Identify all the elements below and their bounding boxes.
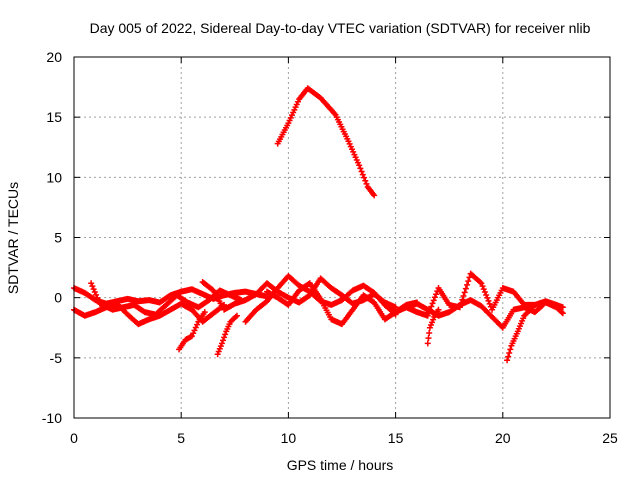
data-point (507, 346, 514, 353)
series-dip-20 (504, 304, 536, 364)
data-point (479, 283, 486, 290)
x-tick-label: 0 (70, 430, 78, 446)
data-point (209, 286, 216, 293)
data-point (425, 335, 432, 342)
x-tick-label: 10 (281, 430, 297, 446)
data-point (95, 297, 102, 304)
data-point (559, 304, 566, 311)
data-point (94, 294, 101, 301)
data-point (506, 350, 513, 357)
series-dip-6.7 (214, 312, 240, 358)
data-point (460, 293, 467, 300)
x-tick-label: 15 (388, 430, 404, 446)
data-point (504, 357, 511, 364)
data-point (88, 280, 95, 287)
y-tick-label: 0 (54, 290, 62, 306)
y-tick-label: 15 (46, 109, 62, 125)
data-points (71, 85, 566, 364)
data-point (529, 304, 536, 311)
data-point (361, 174, 368, 181)
data-point (91, 288, 98, 295)
x-tick-labels: 0 5 10 15 20 25 (70, 430, 618, 446)
x-tick-label: 20 (495, 430, 511, 446)
data-point (359, 171, 366, 178)
series-band-8 (403, 297, 566, 331)
grid-lines (74, 57, 610, 418)
data-point (222, 331, 229, 338)
data-point (433, 291, 440, 298)
data-point (464, 281, 471, 288)
data-point (90, 286, 97, 293)
series-band-6 (263, 280, 421, 328)
data-point (356, 162, 363, 169)
data-point (485, 297, 492, 304)
series-band-5 (242, 273, 399, 325)
data-point (358, 168, 365, 175)
data-point (478, 280, 485, 287)
data-point (362, 177, 369, 184)
data-point (480, 286, 487, 293)
y-tick-label: -5 (50, 350, 63, 366)
data-point (462, 285, 469, 292)
plot-frame (73, 56, 611, 419)
data-point (357, 165, 364, 172)
data-point (221, 334, 228, 341)
series-dip-5 (176, 309, 208, 353)
chart-title: Day 005 of 2022, Sidereal Day-to-day VTE… (90, 20, 591, 36)
data-point (89, 283, 96, 290)
data-point (371, 192, 378, 199)
series-band-2 (71, 300, 228, 328)
y-tick-label: -10 (42, 410, 62, 426)
data-point (483, 291, 490, 298)
data-point (505, 353, 512, 360)
y-axis-label: SDTVAR / TECUs (5, 182, 21, 294)
data-point (201, 309, 208, 316)
data-point (430, 297, 437, 304)
data-point (461, 289, 468, 296)
x-axis-label: GPS time / hours (287, 457, 394, 473)
data-point (233, 312, 240, 319)
data-point (481, 289, 488, 296)
data-point (477, 279, 484, 286)
data-point (558, 309, 565, 316)
data-point (528, 305, 535, 312)
y-tick-label: 20 (46, 49, 62, 65)
x-tick-label: 5 (177, 430, 185, 446)
y-tick-label: 10 (46, 169, 62, 185)
data-point (218, 340, 225, 347)
data-point (426, 329, 433, 336)
data-point (192, 324, 199, 331)
series-high-arc (274, 85, 378, 199)
data-point (93, 291, 100, 298)
data-point (559, 310, 566, 317)
data-point (428, 303, 435, 310)
data-point (484, 294, 491, 301)
y-tick-labels: -10 -5 0 5 10 15 20 (42, 49, 62, 426)
data-point (465, 278, 472, 285)
series-dip-16.5 (424, 306, 442, 347)
data-point (220, 337, 227, 344)
data-point (435, 306, 442, 313)
data-point (486, 300, 493, 307)
data-point (429, 300, 436, 307)
data-point (191, 327, 198, 334)
data-point (431, 294, 438, 301)
data-point (363, 180, 370, 187)
data-point (424, 340, 431, 347)
x-tick-label: 25 (602, 430, 618, 446)
y-tick-label: 5 (54, 230, 62, 246)
data-point (424, 312, 431, 319)
